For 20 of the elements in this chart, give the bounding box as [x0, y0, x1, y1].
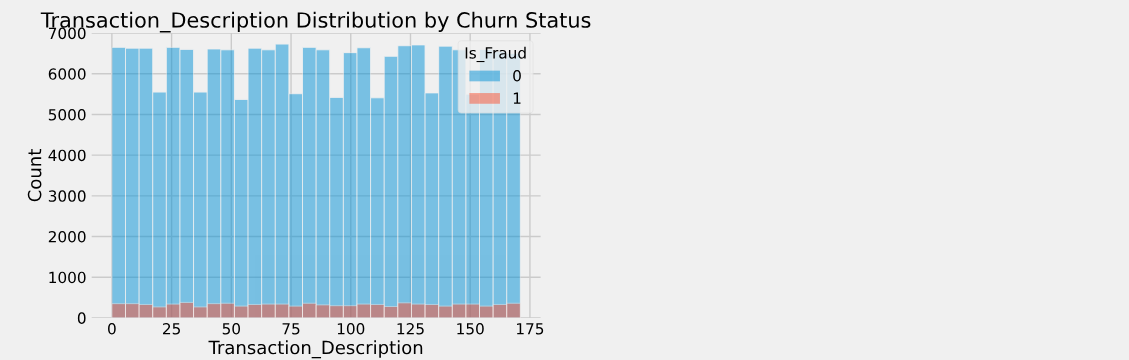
legend-label: 0	[513, 69, 521, 82]
x-tick-label: 175	[517, 323, 544, 335]
y-tick-label: 3000	[48, 190, 86, 202]
x-tick-label: 100	[337, 323, 365, 335]
x-tick-label: 125	[397, 323, 424, 335]
y-tick-label: 5000	[48, 108, 86, 121]
x-tick-label: 150	[457, 323, 484, 335]
y-tick-label: 6000	[48, 68, 86, 80]
y-tick-label: 4000	[48, 149, 86, 162]
legend-title: Is_Fraud	[465, 46, 526, 63]
x-tick-label: 50	[222, 323, 241, 335]
x-tick-label: 75	[282, 323, 300, 335]
x-axis-title: Transaction_Description	[208, 340, 423, 359]
legend-label: 1	[513, 92, 521, 104]
y-tick-label: 2000	[48, 230, 86, 243]
x-tick-label: 0	[108, 323, 116, 335]
y-tick-label: 0	[77, 312, 86, 324]
x-tick-label: 25	[162, 323, 180, 335]
y-tick-label: 1000	[49, 271, 86, 284]
y-axis-title: Count	[27, 149, 42, 202]
